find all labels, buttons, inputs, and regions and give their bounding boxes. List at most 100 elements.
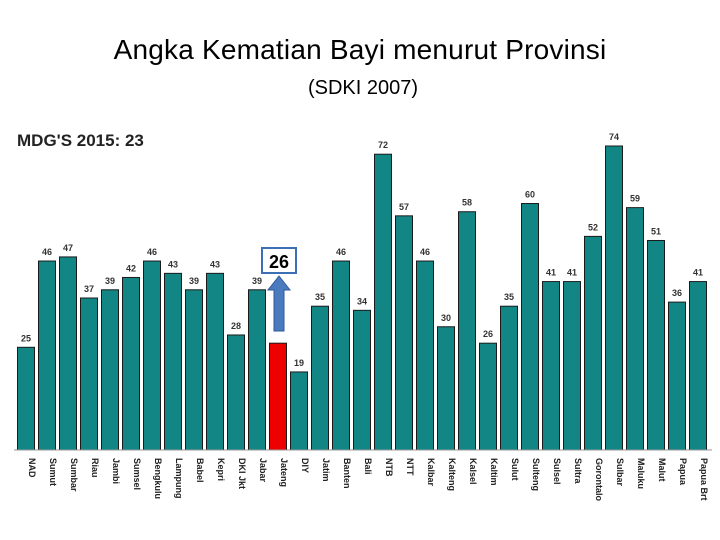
value-label: 39 (105, 276, 115, 286)
value-label: 52 (588, 222, 598, 232)
value-label: 35 (504, 292, 514, 302)
category-label: Sulut (510, 458, 520, 481)
category-label: Sulbar (615, 458, 625, 487)
up-arrow-icon (266, 275, 292, 332)
value-label: 51 (651, 226, 661, 236)
bar-malut (647, 239, 665, 451)
category-label: Babel (195, 458, 205, 483)
value-label: 41 (546, 268, 556, 278)
callout-value: 26 (269, 252, 289, 272)
value-label: 39 (252, 276, 262, 286)
bar-jatim (311, 305, 329, 451)
value-label: 72 (378, 140, 388, 150)
bar-highlight-jateng (269, 342, 287, 451)
highlight-callout: 26 (261, 247, 297, 332)
value-label: 42 (126, 263, 136, 273)
bar-sulsel (542, 281, 560, 451)
category-label: Bengkulu (153, 458, 163, 499)
category-label: DKI Jkt (237, 458, 247, 489)
value-label: 58 (462, 198, 472, 208)
bar-bali (353, 309, 371, 451)
callout-box (261, 247, 297, 274)
category-label: Kepri (216, 458, 226, 481)
value-label: 43 (210, 259, 220, 269)
value-label: 46 (147, 247, 157, 257)
value-label: 39 (189, 276, 199, 286)
category-label: Jambi (111, 458, 121, 484)
bars-group (17, 145, 707, 451)
category-label: Sultra (573, 458, 583, 485)
category-label: Jabar (258, 458, 268, 483)
bar-sulbar (605, 145, 623, 451)
value-label: 47 (63, 243, 73, 253)
category-label: Sumbar (69, 458, 79, 492)
bar-kepri (206, 272, 224, 451)
category-label: Jateng (279, 458, 289, 487)
category-label: Papua (678, 458, 688, 486)
value-label: 34 (357, 296, 367, 306)
category-label: Riau (90, 458, 100, 478)
bar-riau (80, 297, 98, 451)
bar-nad (17, 346, 35, 451)
category-label: Sulsel (552, 458, 562, 485)
bar-jambi (101, 289, 119, 451)
category-label: Kalsel (468, 458, 478, 485)
bar-papua (668, 301, 686, 451)
category-label: NTT (405, 458, 415, 476)
category-label: DIY (300, 458, 310, 473)
bar-sumsel (122, 276, 140, 451)
category-label: Jatim (321, 458, 331, 482)
category-label: Sulteng (531, 458, 541, 491)
category-label: Lampung (174, 458, 184, 499)
category-label: Malut (657, 458, 667, 482)
value-label: 37 (84, 284, 94, 294)
category-label: NTB (384, 458, 394, 477)
bar-lampung (164, 272, 182, 451)
category-label: Maluku (636, 458, 646, 489)
bar-sumut (38, 260, 56, 451)
category-label: NAD (27, 458, 37, 478)
value-label: 25 (21, 333, 31, 343)
bar-sulteng (521, 203, 539, 451)
category-label: Gorontalo (594, 458, 604, 501)
category-label: Bali (363, 458, 373, 475)
bar-kalsel (458, 211, 476, 451)
category-label: Kalteng (447, 458, 457, 491)
bar-papua-brt (689, 281, 707, 451)
value-label: 28 (231, 321, 241, 331)
value-label: 57 (399, 202, 409, 212)
bar-ntb (374, 153, 392, 451)
bar-babel (185, 289, 203, 451)
chart-subtitle: (SDKI 2007) (307, 77, 419, 99)
value-label: 59 (630, 194, 640, 204)
value-label: 46 (420, 247, 430, 257)
bar-kalteng (437, 326, 455, 451)
value-labels-group: 25 46 47 37 39 42 46 43 39 43 28 39 19 35 46 34 72 57 46 30… (21, 132, 703, 368)
value-label: 43 (168, 259, 178, 269)
category-label: Banten (342, 458, 352, 489)
bar-sultra (563, 281, 581, 451)
chart-title: Angka Kematian Bayi menurut Provinsi (113, 34, 607, 65)
bar-diy (290, 371, 308, 451)
bar-sulut (500, 305, 518, 451)
bar-jabar (248, 289, 266, 451)
category-label: Sumsel (132, 458, 142, 490)
mdg-target-label: MDG'S 2015: 23 (17, 131, 144, 150)
value-label: 46 (42, 247, 52, 257)
value-label: 30 (441, 313, 451, 323)
value-label: 46 (336, 247, 346, 257)
bar-ntt (395, 215, 413, 451)
bar-kalbar (416, 260, 434, 451)
bar-banten (332, 260, 350, 451)
value-label: 41 (567, 268, 577, 278)
category-label: Sumut (48, 458, 58, 486)
value-label: 36 (672, 288, 682, 298)
value-label: 26 (483, 329, 493, 339)
value-label: 74 (609, 132, 619, 142)
value-label: 35 (315, 292, 325, 302)
bar-sumbar (59, 256, 77, 451)
bar-bengkulu (143, 260, 161, 451)
bar-kaltim (479, 342, 497, 451)
bar-dki-jkt (227, 334, 245, 451)
